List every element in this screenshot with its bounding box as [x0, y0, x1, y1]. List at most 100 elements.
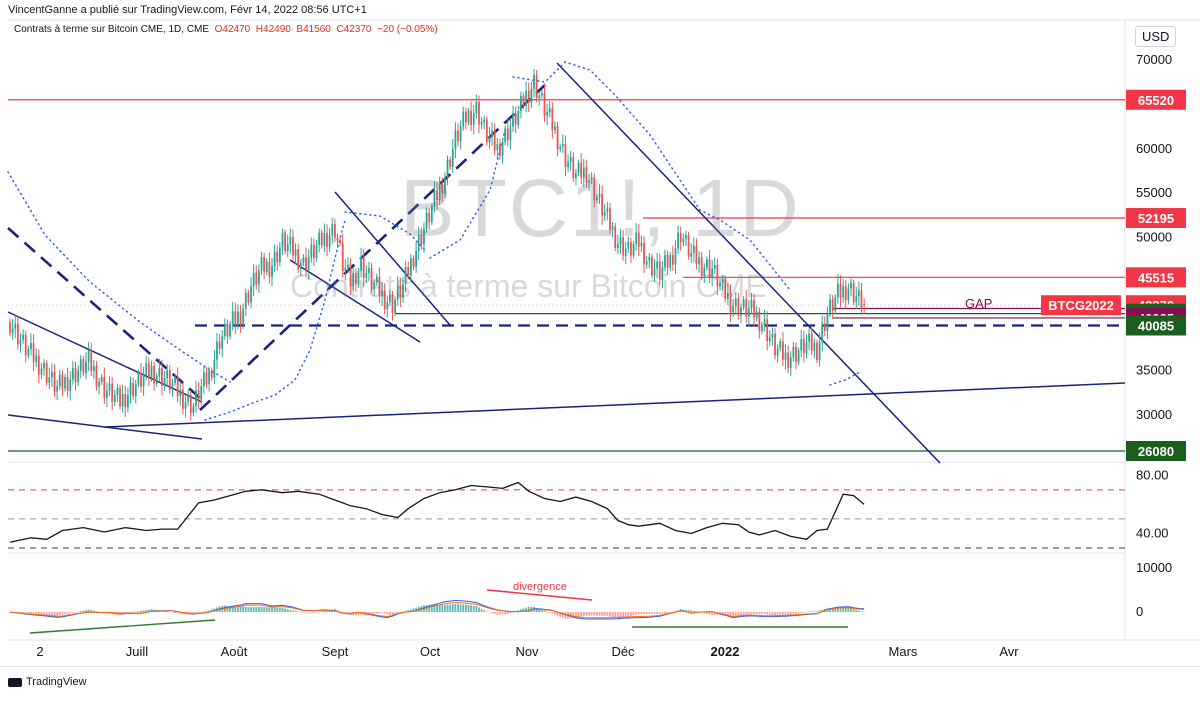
candle-body	[339, 240, 342, 244]
candle-body	[168, 370, 171, 390]
macd-bar	[564, 612, 567, 619]
macd-bar	[818, 610, 821, 612]
candle-body	[679, 232, 682, 243]
macd-bar	[163, 611, 166, 612]
candle-body	[504, 128, 507, 143]
macd-bar	[48, 612, 51, 616]
macd-bar	[323, 610, 326, 612]
currency-button[interactable]: USD	[1135, 26, 1177, 47]
y-tick-label: 70000	[1136, 52, 1172, 67]
candle-body	[320, 232, 323, 246]
macd-bar	[816, 611, 818, 612]
candle-body	[658, 261, 661, 280]
candle-body	[302, 257, 305, 264]
candle-body	[216, 341, 218, 360]
macd-bar	[795, 612, 797, 615]
macd-bar	[37, 612, 40, 616]
candle-body	[548, 108, 551, 113]
macd-bar	[575, 612, 577, 618]
candle-body	[71, 368, 74, 380]
candle-body	[514, 112, 517, 125]
candle-body	[483, 119, 486, 123]
candle-body	[540, 92, 543, 96]
candle-body	[580, 162, 583, 178]
candle-body	[344, 267, 347, 272]
macd-bar	[664, 612, 666, 614]
candle-body	[438, 184, 441, 200]
macd-bar	[446, 604, 449, 612]
macd-bar	[205, 611, 208, 612]
candle-body	[755, 311, 758, 318]
macd-bar	[855, 609, 858, 612]
candle-body	[391, 294, 394, 314]
macd-bar	[27, 612, 30, 615]
macd-bar	[708, 612, 711, 615]
candle-body	[127, 395, 129, 408]
macd-bar	[263, 607, 266, 612]
macd-bar	[375, 612, 378, 614]
candle-body	[501, 142, 504, 156]
candle-body	[844, 286, 847, 301]
candle-body	[708, 259, 711, 277]
candle-body	[153, 366, 155, 384]
candle-body	[137, 372, 140, 384]
candle-body	[192, 406, 195, 414]
macd-bar	[134, 611, 137, 613]
candle-body	[30, 342, 32, 350]
candle-body	[161, 368, 163, 386]
candle-body	[761, 325, 763, 332]
macd-bar	[179, 612, 182, 614]
macd-bar	[307, 612, 310, 613]
candle-body	[729, 292, 732, 313]
open-value: 42470	[222, 24, 251, 35]
tradingview-logo[interactable]: TradingView	[8, 676, 87, 688]
macd-bar	[176, 612, 179, 614]
candle-body	[66, 377, 69, 392]
macd-bar	[595, 612, 598, 616]
candle-body	[444, 177, 446, 194]
rsi-series-line	[9, 481, 865, 543]
macd-bar	[407, 610, 410, 612]
candle-body	[195, 390, 197, 407]
candle-body	[706, 259, 708, 268]
candle-body	[357, 270, 360, 285]
candle-body	[103, 377, 106, 398]
candle-body	[643, 242, 645, 265]
macd-bar	[305, 612, 307, 613]
candle-body	[349, 264, 352, 287]
candle-body	[664, 254, 666, 268]
price-tag-45515: 45515	[1138, 270, 1174, 285]
candle-body	[724, 279, 727, 299]
candle-body	[43, 362, 45, 369]
candle-body	[404, 267, 407, 285]
macd-bar	[703, 612, 706, 614]
macd-bar	[61, 612, 64, 615]
symbol-name: Contrats à terme sur Bitcoin CME, 1D, CM…	[14, 24, 210, 35]
macd-bar	[839, 607, 842, 612]
macd-bar	[645, 612, 648, 614]
candle-body	[590, 177, 593, 180]
candle-body	[556, 126, 559, 150]
candle-body	[394, 299, 397, 314]
candle-body	[805, 341, 808, 354]
price-tag-bg-40085	[1126, 315, 1186, 336]
macd-bar	[651, 612, 653, 614]
macd-bar	[501, 612, 504, 615]
candle-body	[530, 88, 533, 103]
candle-body	[32, 342, 35, 362]
candle-body	[142, 374, 145, 387]
macd-bar	[635, 612, 638, 615]
candle-body	[852, 282, 855, 303]
candle-body	[213, 359, 216, 378]
macd-bar	[40, 612, 43, 616]
macd-bar	[488, 612, 491, 613]
macd-bar	[588, 612, 590, 616]
macd-bar	[24, 612, 27, 615]
candle-body	[289, 237, 292, 245]
macd-bar	[284, 608, 286, 612]
macd-bar	[577, 612, 580, 618]
candle-body	[252, 272, 255, 287]
macd-bar	[260, 606, 263, 612]
close-label: C	[336, 24, 344, 35]
candle-body	[35, 355, 38, 362]
